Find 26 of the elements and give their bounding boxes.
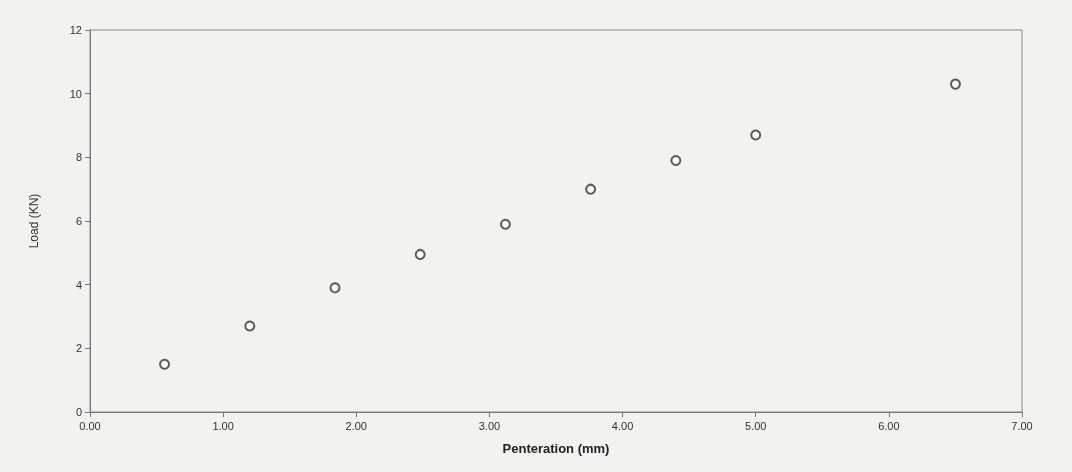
x-tick-label: 1.00 bbox=[212, 419, 234, 432]
point bbox=[499, 218, 511, 230]
point bbox=[670, 155, 682, 167]
x-axis-title: Penteration (mm) bbox=[502, 441, 610, 456]
x-tick-label: 3.00 bbox=[478, 419, 501, 432]
y-tick-label: 8 bbox=[75, 151, 82, 164]
y-tick-label: 4 bbox=[75, 278, 82, 291]
point bbox=[750, 129, 762, 141]
y-axis-title: Load (KN) bbox=[27, 193, 41, 249]
x-tick-label: 2.00 bbox=[345, 419, 367, 432]
y-tick-label: 6 bbox=[75, 215, 82, 227]
x-tick-label: 6.00 bbox=[878, 419, 900, 432]
x-tick-label: 0.00 bbox=[79, 419, 101, 432]
y-tick-label: 2 bbox=[75, 342, 82, 355]
x-tick-label: 5.00 bbox=[745, 419, 767, 432]
point bbox=[159, 358, 171, 370]
point bbox=[585, 183, 597, 195]
point bbox=[244, 320, 256, 332]
y-tick-label: 12 bbox=[69, 24, 82, 36]
x-tick-label: 7.00 bbox=[1011, 419, 1033, 432]
y-tick-label: 10 bbox=[69, 87, 82, 100]
y-tick-label: 0 bbox=[75, 406, 82, 418]
x-tick-label: 4.00 bbox=[611, 419, 634, 432]
point bbox=[949, 78, 961, 90]
point bbox=[414, 248, 426, 260]
point bbox=[329, 282, 341, 294]
